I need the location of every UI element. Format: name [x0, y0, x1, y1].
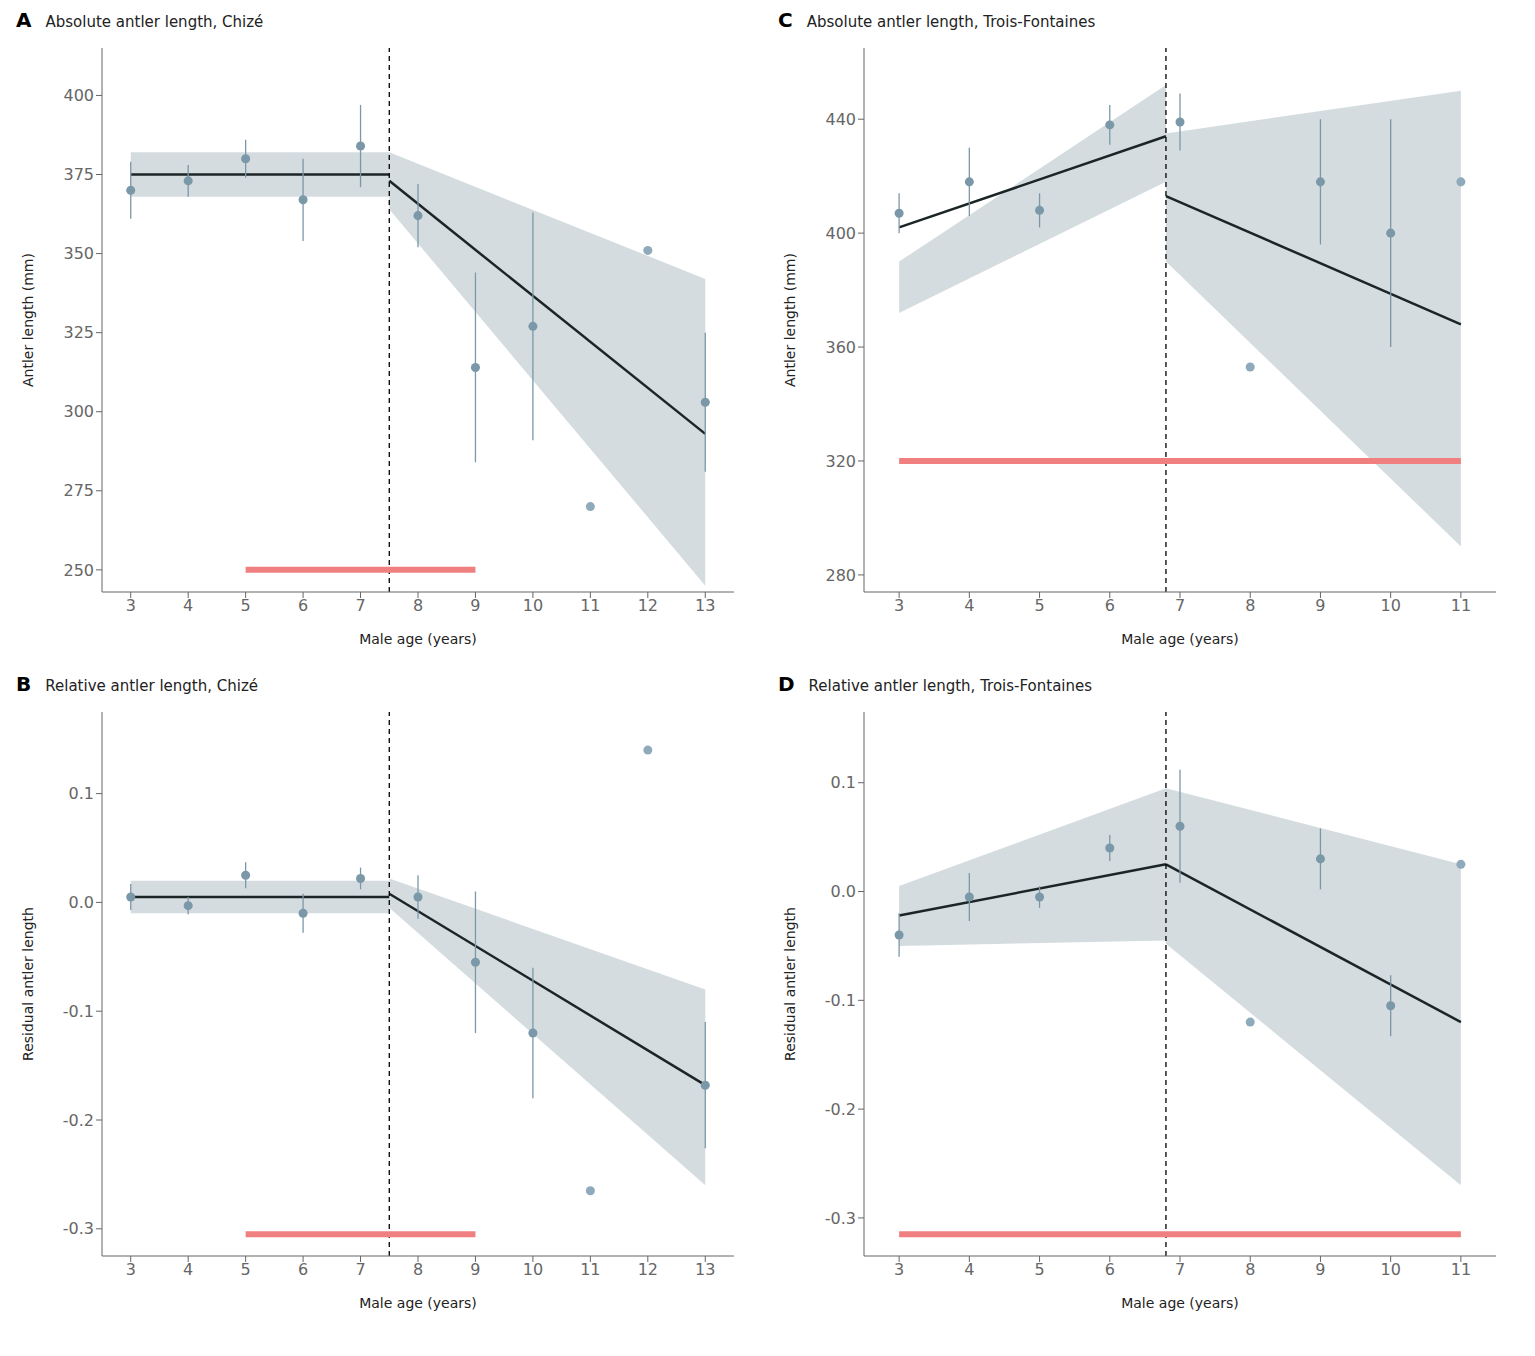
svg-text:350: 350: [63, 244, 94, 263]
svg-text:6: 6: [1105, 596, 1115, 615]
svg-text:0.0: 0.0: [69, 893, 94, 912]
svg-text:7: 7: [1175, 596, 1185, 615]
svg-text:400: 400: [63, 86, 94, 105]
svg-text:12: 12: [638, 1260, 658, 1279]
svg-text:7: 7: [1175, 1260, 1185, 1279]
svg-text:10: 10: [523, 1260, 543, 1279]
svg-text:3: 3: [894, 596, 904, 615]
svg-text:5: 5: [1034, 596, 1044, 615]
svg-text:400: 400: [825, 224, 856, 243]
svg-text:0.1: 0.1: [69, 784, 94, 803]
svg-text:12: 12: [638, 596, 658, 615]
html-text:B: B: [16, 672, 32, 696]
svg-text:275: 275: [63, 481, 94, 500]
svg-text:360: 360: [825, 338, 856, 357]
svg-text:250: 250: [63, 561, 94, 580]
svg-text:8: 8: [1245, 1260, 1255, 1279]
svg-text:Antler length (mm): Antler length (mm): [782, 253, 798, 387]
svg-text:9: 9: [1315, 596, 1325, 615]
svg-text:13: 13: [695, 596, 715, 615]
svg-text:10: 10: [1380, 596, 1400, 615]
html-text:C: C: [778, 8, 793, 32]
svg-text:0.1: 0.1: [831, 773, 856, 792]
svg-text:6: 6: [298, 1260, 308, 1279]
svg-text:3: 3: [894, 1260, 904, 1279]
svg-text:-0.1: -0.1: [825, 991, 856, 1010]
svg-text:Antler length (mm): Antler length (mm): [20, 253, 36, 387]
svg-text:4: 4: [183, 596, 193, 615]
svg-text:-0.2: -0.2: [825, 1100, 856, 1119]
svg-text:8: 8: [413, 1260, 423, 1279]
svg-text:11: 11: [580, 596, 600, 615]
svg-text:7: 7: [355, 596, 365, 615]
svg-text:10: 10: [523, 596, 543, 615]
svg-text:8: 8: [413, 596, 423, 615]
html-text:A: A: [16, 8, 32, 32]
svg-text:13: 13: [695, 1260, 715, 1279]
html-text:Relative antler length, Chizé: Relative antler length, Chizé: [45, 677, 258, 695]
svg-text:4: 4: [183, 1260, 193, 1279]
svg-text:-0.3: -0.3: [825, 1209, 856, 1228]
svg-text:5: 5: [1034, 1260, 1044, 1279]
svg-text:Male age (years): Male age (years): [1121, 631, 1239, 647]
svg-text:Male age (years): Male age (years): [1121, 1295, 1239, 1311]
html-text:D: D: [778, 672, 795, 696]
svg-text:9: 9: [1315, 1260, 1325, 1279]
html-text:Relative antler length, Trois-: Relative antler length, Trois-Fontaines: [808, 677, 1093, 695]
svg-text:375: 375: [63, 165, 94, 184]
html-text:Absolute antler length, Trois-: Absolute antler length, Trois-Fontaines: [806, 13, 1096, 31]
svg-text:Residual antler length: Residual antler length: [20, 907, 36, 1061]
svg-text:9: 9: [470, 596, 480, 615]
svg-text:3: 3: [126, 596, 136, 615]
svg-text:4: 4: [964, 1260, 974, 1279]
svg-text:4: 4: [964, 596, 974, 615]
svg-text:3: 3: [126, 1260, 136, 1279]
svg-text:300: 300: [63, 402, 94, 421]
svg-text:Male age (years): Male age (years): [359, 1295, 477, 1311]
svg-text:Residual antler length: Residual antler length: [782, 907, 798, 1061]
svg-text:440: 440: [825, 110, 856, 129]
svg-text:325: 325: [63, 323, 94, 342]
svg-text:6: 6: [1105, 1260, 1115, 1279]
svg-text:11: 11: [1451, 1260, 1471, 1279]
svg-text:7: 7: [355, 1260, 365, 1279]
svg-text:280: 280: [825, 566, 856, 585]
svg-text:5: 5: [241, 596, 251, 615]
svg-text:0.0: 0.0: [831, 882, 856, 901]
svg-text:11: 11: [580, 1260, 600, 1279]
html-text:Absolute antler length, Chizé: Absolute antler length, Chizé: [45, 13, 264, 31]
svg-text:Male age (years): Male age (years): [359, 631, 477, 647]
svg-text:320: 320: [825, 452, 856, 471]
svg-text:6: 6: [298, 596, 308, 615]
svg-text:-0.1: -0.1: [63, 1002, 94, 1021]
svg-text:-0.3: -0.3: [63, 1219, 94, 1238]
svg-text:10: 10: [1380, 1260, 1400, 1279]
svg-text:8: 8: [1245, 596, 1255, 615]
svg-text:11: 11: [1451, 596, 1471, 615]
svg-text:5: 5: [241, 1260, 251, 1279]
svg-text:-0.2: -0.2: [63, 1111, 94, 1130]
svg-text:9: 9: [470, 1260, 480, 1279]
